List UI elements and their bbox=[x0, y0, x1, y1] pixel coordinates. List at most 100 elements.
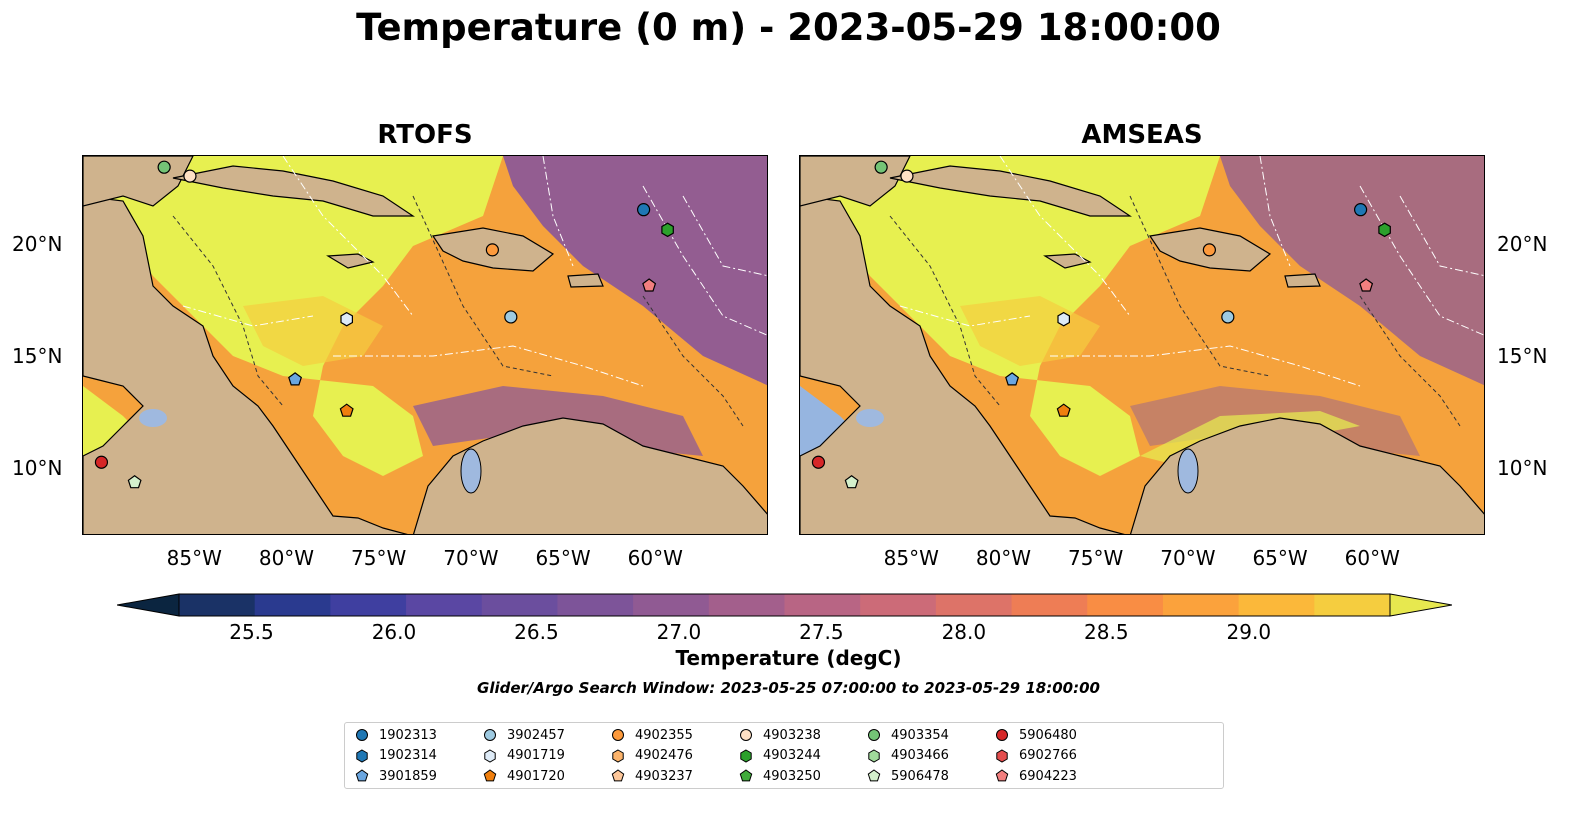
map-amseas[interactable] bbox=[799, 155, 1485, 535]
colorbar-tick-5: 28.0 bbox=[941, 620, 987, 644]
amseas-float-1902313[interactable] bbox=[1354, 203, 1368, 217]
figure-title: Temperature (0 m) - 2023-05-29 18:00:00 bbox=[356, 6, 1221, 49]
marker-pentagon-icon bbox=[867, 769, 881, 782]
x-tick-right-3: 70°W bbox=[1160, 546, 1216, 570]
amseas-landmass-0 bbox=[800, 195, 1125, 534]
legend-label: 4903466 bbox=[891, 748, 949, 763]
legend-label: 4903238 bbox=[763, 727, 821, 743]
marker-hexagon-icon bbox=[996, 748, 1008, 763]
amseas-float-3902457[interactable] bbox=[1221, 310, 1235, 324]
y-tick-right-2: 10°N bbox=[1497, 455, 1548, 480]
marker-circle-icon bbox=[612, 729, 624, 741]
marker-pentagon-icon bbox=[995, 769, 1009, 782]
y-tick-left-1: 15°N bbox=[12, 344, 63, 369]
amseas-landmass-6 bbox=[1284, 273, 1321, 288]
marker-pentagon-icon bbox=[355, 769, 369, 782]
amseas-float-4901720[interactable] bbox=[1056, 403, 1071, 417]
panel-title-rtofs: RTOFS bbox=[377, 120, 473, 150]
colorbar-tick-7: 29.0 bbox=[1226, 620, 1272, 644]
marker-hexagon-icon bbox=[740, 748, 752, 763]
legend-label: 6904223 bbox=[1019, 768, 1077, 784]
legend-label: 3902457 bbox=[507, 727, 565, 743]
x-tick-left-1: 80°W bbox=[258, 546, 315, 570]
rtofs-float-4903238[interactable] bbox=[183, 169, 197, 183]
legend-item-4903238: 4903238 bbox=[739, 726, 821, 744]
rtofs-landmass-2 bbox=[412, 417, 767, 534]
rtofs-float-4903354[interactable] bbox=[157, 160, 171, 174]
legend-label: 5906478 bbox=[891, 768, 949, 784]
amseas-landmass-3 bbox=[889, 165, 1132, 217]
rtofs-landmass-6 bbox=[567, 273, 604, 288]
legend-label: 4903237 bbox=[635, 768, 693, 784]
marker-circle-icon bbox=[740, 729, 752, 741]
marker-circle-icon bbox=[996, 729, 1008, 741]
rtofs-landmass-3 bbox=[172, 165, 415, 217]
legend-item-1902314: 1902314 bbox=[355, 747, 437, 765]
legend-item-1902313: 1902313 bbox=[355, 726, 437, 744]
marker-circle-icon bbox=[356, 729, 368, 741]
y-tick-left-0: 20°N bbox=[12, 232, 63, 257]
rtofs-float-4902355[interactable] bbox=[485, 243, 499, 257]
colorbar-tick-0: 25.5 bbox=[229, 620, 274, 644]
map-rtofs[interactable] bbox=[82, 155, 768, 535]
legend-label: 1902314 bbox=[379, 748, 437, 763]
amseas-float-3901859[interactable] bbox=[1005, 372, 1020, 386]
y-tick-right-1: 15°N bbox=[1497, 344, 1548, 369]
legend-item-4903237: 4903237 bbox=[611, 767, 693, 785]
x-tick-right-1: 80°W bbox=[975, 546, 1032, 570]
legend-item-6902766: 6902766 bbox=[995, 747, 1077, 765]
colorbar-tick-3: 27.0 bbox=[656, 620, 702, 644]
colorbar-tick-1: 26.0 bbox=[371, 620, 417, 644]
x-tick-left-4: 65°W bbox=[535, 546, 591, 570]
legend-label: 5906480 bbox=[1019, 727, 1077, 743]
x-tick-right-4: 65°W bbox=[1252, 546, 1308, 570]
rtofs-float-5906478[interactable] bbox=[127, 475, 142, 489]
marker-pentagon-icon bbox=[483, 769, 497, 782]
legend-item-3901859: 3901859 bbox=[355, 767, 437, 785]
rtofs-float-4901719[interactable] bbox=[340, 311, 353, 327]
legend-item-4903250: 4903250 bbox=[739, 767, 821, 785]
amseas-float-5906480[interactable] bbox=[811, 455, 826, 469]
search-window-text: Glider/Argo Search Window: 2023-05-25 07… bbox=[477, 679, 1100, 697]
colorbar-tick-6: 28.5 bbox=[1084, 620, 1129, 644]
amseas-float-4901719[interactable] bbox=[1057, 311, 1070, 327]
rtofs-float-4903244[interactable] bbox=[661, 222, 674, 238]
rtofs-float-6904223[interactable] bbox=[642, 278, 657, 292]
amseas-float-4903244[interactable] bbox=[1378, 222, 1391, 238]
amseas-landmass-5 bbox=[1043, 253, 1092, 269]
legend-label: 6902766 bbox=[1019, 748, 1077, 763]
rtofs-float-4901720[interactable] bbox=[339, 403, 354, 417]
rtofs-float-5906480[interactable] bbox=[94, 455, 109, 469]
rtofs-float-3902457[interactable] bbox=[504, 310, 518, 324]
amseas-float-4902355[interactable] bbox=[1202, 243, 1216, 257]
legend-item-5906478: 5906478 bbox=[867, 767, 949, 785]
amseas-float-4903238[interactable] bbox=[900, 169, 914, 183]
amseas-float-5906478[interactable] bbox=[844, 475, 859, 489]
marker-circle-icon bbox=[868, 729, 880, 741]
legend-label: 4902355 bbox=[635, 727, 693, 743]
legend-label: 4901720 bbox=[507, 768, 565, 784]
legend-item-4902355: 4902355 bbox=[611, 726, 693, 744]
marker-hexagon-icon bbox=[484, 748, 496, 763]
x-tick-right-0: 85°W bbox=[883, 546, 939, 570]
x-tick-right-2: 75°W bbox=[1068, 546, 1124, 570]
colorbar-tick-4: 27.5 bbox=[799, 620, 844, 644]
rtofs-float-1902313[interactable] bbox=[637, 203, 651, 217]
colorbar-tick-2: 26.5 bbox=[514, 620, 559, 644]
amseas-float-6904223[interactable] bbox=[1359, 278, 1374, 292]
legend-label: 4903354 bbox=[891, 727, 949, 743]
marker-hexagon-icon bbox=[868, 748, 880, 763]
legend-item-6904223: 6904223 bbox=[995, 767, 1077, 785]
rtofs-float-3901859[interactable] bbox=[288, 372, 303, 386]
colorbar bbox=[116, 592, 1453, 618]
legend-item-4901720: 4901720 bbox=[483, 767, 565, 785]
legend-label: 4901719 bbox=[507, 748, 565, 763]
legend-item-4903466: 4903466 bbox=[867, 747, 949, 765]
x-tick-left-2: 75°W bbox=[351, 546, 407, 570]
x-tick-left-5: 60°W bbox=[627, 546, 683, 570]
legend-item-4901719: 4901719 bbox=[483, 747, 565, 765]
x-tick-left-0: 85°W bbox=[166, 546, 222, 570]
legend-label: 4903250 bbox=[763, 768, 821, 784]
y-tick-left-2: 10°N bbox=[12, 455, 63, 480]
amseas-float-4903354[interactable] bbox=[874, 160, 888, 174]
